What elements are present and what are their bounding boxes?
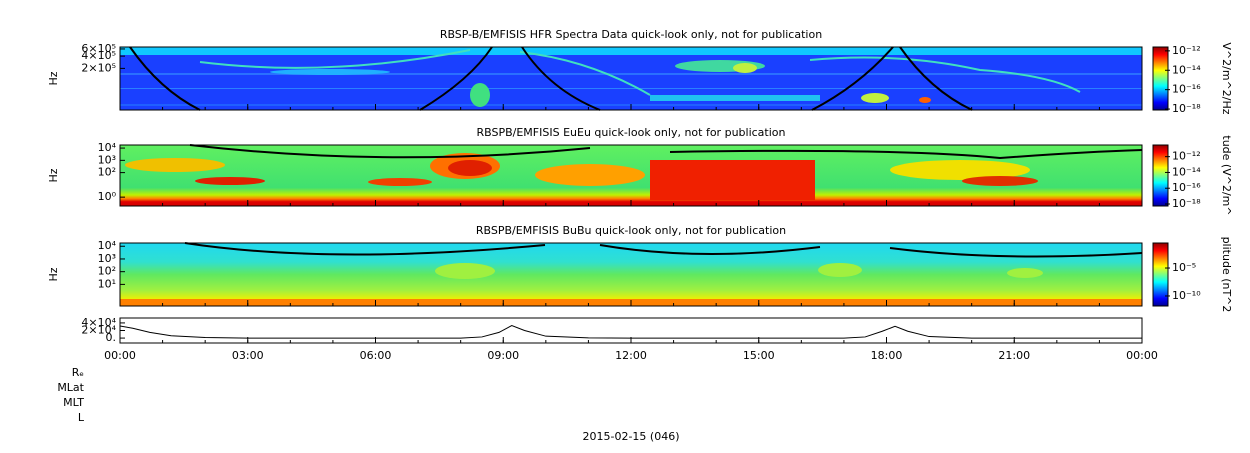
colorbar-tick-label: 10⁻¹⁴ [1172, 165, 1201, 178]
ephemeris-label: MLat [57, 381, 84, 394]
spectrogram-image [120, 46, 1142, 111]
ephemeris-label: Rₑ [72, 366, 84, 379]
spectrogram-image [120, 242, 1143, 306]
x-tick-label: 15:00 [743, 349, 775, 362]
ephemeris-label: L [78, 411, 85, 424]
date-label: 2015-02-15 (046) [582, 430, 679, 443]
x-tick-label: 09:00 [487, 349, 519, 362]
y-tick-label: 10¹ [98, 277, 116, 290]
data-line [119, 325, 1142, 339]
colorbar-tick-label: 10⁻¹⁸ [1172, 197, 1201, 210]
y-tick-label: 10⁰ [98, 190, 117, 203]
colorbar [1152, 242, 1169, 307]
colorbar [1152, 46, 1169, 111]
x-tick-label: 18:00 [871, 349, 903, 362]
y-tick-label: 10³ [98, 153, 116, 166]
x-tick-label: 12:00 [615, 349, 647, 362]
panel-title: RBSPB/EMFISIS BuBu quick-look only, not … [476, 224, 786, 237]
colorbar-tick-label: 10⁻¹⁴ [1172, 63, 1201, 76]
ephemeris-label: MLT [63, 396, 84, 409]
x-tick-label: 06:00 [360, 349, 392, 362]
y-tick-label: 4×10⁵ [81, 49, 116, 62]
y-tick-label: 10³ [98, 252, 116, 265]
x-tick-label: 00:00 [104, 349, 136, 362]
y-axis-label: Hz [47, 71, 60, 85]
y-tick-label: 2×10⁴ [81, 324, 116, 337]
colorbar-label: plitude (nT^2 [1220, 237, 1233, 313]
spectrogram-image [120, 144, 1143, 206]
colorbar-label: V^2/m^2/Hz [1220, 42, 1233, 114]
x-tick-label: 00:00 [1126, 349, 1158, 362]
colorbar-tick-label: 10⁻¹⁰ [1172, 289, 1201, 302]
y-tick-label: 10² [98, 166, 116, 179]
y-axis-label: Hz [47, 267, 60, 281]
y-tick-label: 10⁴ [98, 239, 117, 252]
y-tick-label: 10² [98, 265, 116, 278]
y-tick-label: 4×10⁴ [81, 316, 116, 329]
panel-title: RBSPB/EMFISIS EuEu quick-look only, not … [476, 126, 785, 139]
colorbar-label: tude (V^2/m^ [1220, 135, 1233, 215]
y-tick-label: 2×10⁵ [81, 61, 116, 74]
colorbar [1152, 144, 1169, 207]
y-axis-label: Hz [47, 168, 60, 182]
x-tick-label: 21:00 [998, 349, 1030, 362]
panel-title: RBSP-B/EMFISIS HFR Spectra Data quick-lo… [440, 28, 822, 41]
colorbar-tick-label: 10⁻¹⁸ [1172, 102, 1201, 115]
y-tick-label: 0. [106, 331, 117, 344]
x-tick-label: 03:00 [232, 349, 264, 362]
y-tick-label: 6×10⁵ [81, 42, 116, 55]
colorbar-tick-label: 10⁻¹⁶ [1172, 83, 1201, 96]
colorbar-tick-label: 10⁻¹⁶ [1172, 181, 1201, 194]
colorbar-tick-label: 10⁻¹² [1172, 44, 1201, 57]
colorbar-tick-label: 10⁻¹² [1172, 150, 1201, 163]
colorbar-tick-label: 10⁻⁵ [1172, 261, 1196, 274]
y-tick-label: 10⁴ [98, 141, 117, 154]
